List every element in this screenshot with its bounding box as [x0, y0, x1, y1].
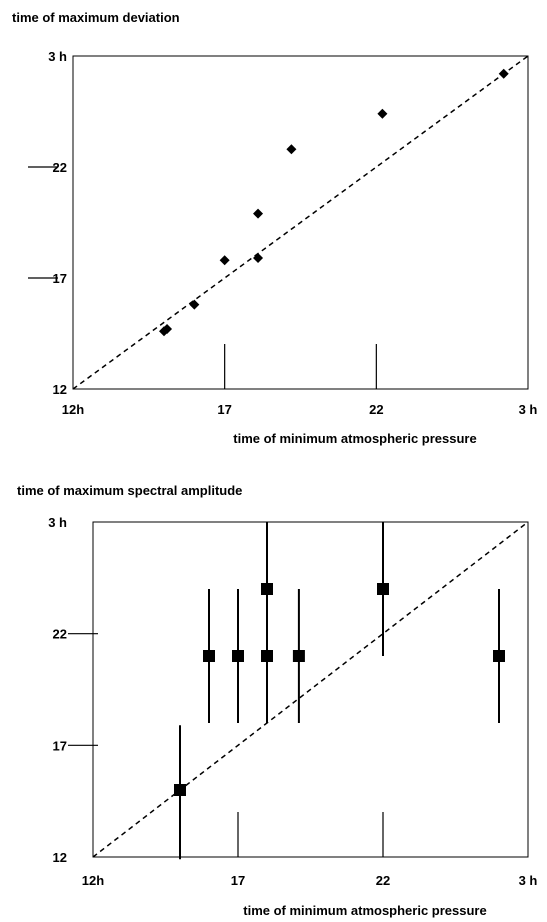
data-point [377, 108, 388, 119]
data-point [498, 68, 509, 79]
x-tick-label: 12h [62, 402, 84, 417]
data-point [493, 650, 505, 662]
y-tick-label: 17 [53, 738, 67, 753]
data-point [292, 650, 305, 662]
y-tick-label: 22 [53, 160, 67, 175]
x-tick-label: 17 [217, 402, 231, 417]
x-tick-label: 22 [369, 402, 383, 417]
x-tick-label: 22 [376, 873, 390, 888]
data-point [286, 144, 297, 155]
x-tick-label: 3 h [519, 402, 538, 417]
y-tick-label: 3 h [48, 515, 67, 530]
y-tick-label: 17 [53, 271, 67, 286]
plot-frame [72, 55, 529, 390]
x-axis-label: time of minimum atmospheric pressure [243, 903, 486, 918]
chart-panel-1: time of maximum deviation 12 17 22 3 h 12h 17 2… [12, 10, 537, 446]
reference-line [92, 521, 529, 858]
data-point [253, 208, 264, 219]
data-point [189, 299, 200, 310]
data-point [261, 650, 273, 662]
x-axis-label: time of minimum atmospheric pressure [233, 431, 476, 446]
y-tick-label: 3 h [48, 49, 67, 64]
plot-frame [92, 521, 529, 858]
x-tick-label: 3 h [519, 873, 538, 888]
data-point [174, 784, 186, 796]
data-point [232, 650, 244, 662]
data-point [219, 255, 230, 266]
y-tick-label: 12 [53, 850, 67, 865]
x-tick-label: 12h [82, 873, 104, 888]
data-point [377, 583, 389, 595]
data-point [253, 253, 264, 264]
y-tick-label: 12 [53, 382, 67, 397]
chart-panel-2: time of maximum spectral amplitude 12 17 22… [17, 483, 537, 918]
data-point [203, 650, 215, 662]
y-tick-label: 22 [53, 627, 67, 642]
reference-line [72, 55, 529, 390]
chart-title: time of maximum deviation [12, 10, 180, 25]
chart-title: time of maximum spectral amplitude [17, 483, 242, 498]
data-point [162, 324, 173, 335]
x-tick-label: 17 [231, 873, 245, 888]
